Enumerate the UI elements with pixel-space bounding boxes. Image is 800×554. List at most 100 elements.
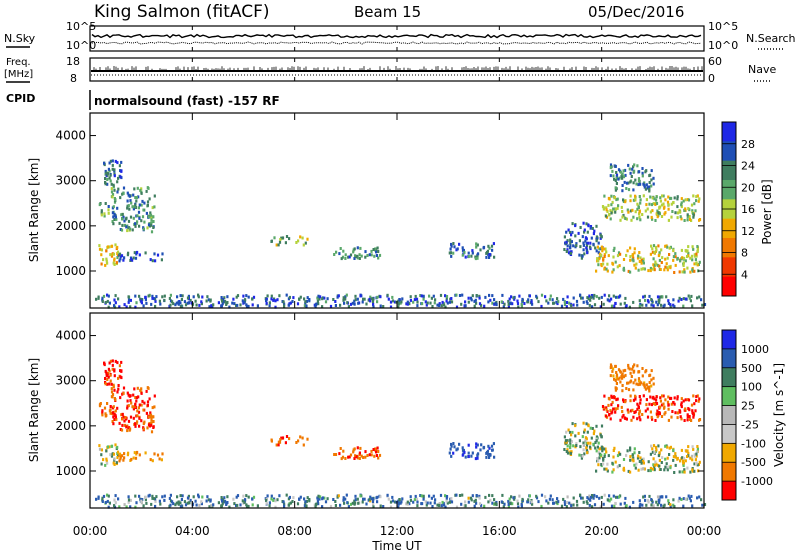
echo-cell-12 bbox=[528, 494, 531, 498]
echo-cell-11 bbox=[648, 181, 651, 184]
echo-cell-11 bbox=[622, 169, 625, 173]
echo-cell-12 bbox=[487, 300, 490, 304]
echo-cell-2 bbox=[129, 227, 132, 231]
echo-cell-8 bbox=[584, 439, 587, 443]
echo-cell-12 bbox=[101, 296, 104, 300]
echo-cell-2 bbox=[123, 423, 126, 427]
echo-cell-9 bbox=[673, 471, 676, 474]
echo-cell-12 bbox=[265, 501, 268, 505]
echo-cell-6 bbox=[368, 253, 371, 257]
echo-cell-6 bbox=[368, 453, 371, 457]
echo-cell-11 bbox=[619, 170, 622, 174]
echo-cell-12 bbox=[212, 503, 215, 507]
echo-cell-10 bbox=[636, 402, 639, 406]
echo-cell-12 bbox=[148, 293, 151, 297]
echo-cell-5 bbox=[297, 239, 300, 243]
echo-cell-12 bbox=[251, 497, 254, 501]
echo-cell-0 bbox=[116, 445, 119, 449]
echo-cell-12 bbox=[251, 503, 254, 507]
echo-cell-7 bbox=[467, 455, 470, 458]
echo-cell-0 bbox=[105, 257, 108, 261]
echo-cell-12 bbox=[638, 499, 641, 503]
echo-cell-8 bbox=[583, 430, 586, 434]
echo-cell-12 bbox=[491, 494, 494, 498]
echo-cell-12 bbox=[144, 295, 147, 299]
echo-cell-12 bbox=[703, 303, 707, 306]
echo-cell-10 bbox=[617, 404, 620, 408]
echo-cell-9 bbox=[600, 263, 603, 266]
echo-cell-2 bbox=[117, 387, 120, 391]
echo-cell-12 bbox=[576, 503, 579, 507]
echo-cell-12 bbox=[168, 297, 171, 300]
colorbar-segment bbox=[722, 330, 736, 350]
colorbar-tick-label: 28 bbox=[741, 138, 755, 151]
echo-cell-11 bbox=[615, 374, 618, 378]
echo-cell-12 bbox=[413, 298, 416, 302]
echo-cell-9 bbox=[660, 448, 663, 452]
echo-cell-11 bbox=[644, 187, 647, 191]
echo-cell-3 bbox=[113, 174, 116, 178]
echo-cell-12 bbox=[576, 303, 579, 307]
echo-cell-0 bbox=[98, 444, 101, 448]
echo-cell-8 bbox=[595, 224, 598, 228]
echo-cell-12 bbox=[113, 298, 116, 302]
echo-cell-8 bbox=[582, 441, 585, 445]
echo-cell-10 bbox=[671, 410, 674, 413]
echo-cell-12 bbox=[408, 302, 411, 306]
echo-cell-12 bbox=[608, 499, 611, 503]
echo-cell-0 bbox=[116, 456, 119, 459]
echo-cell-3 bbox=[105, 371, 108, 375]
echo-cell-12 bbox=[520, 302, 523, 306]
echo-cell-12 bbox=[154, 304, 157, 308]
echo-cell-11 bbox=[638, 370, 641, 374]
echo-cell-4 bbox=[161, 252, 164, 256]
echo-cell-9 bbox=[612, 249, 615, 252]
echo-cell-2 bbox=[143, 201, 146, 205]
echo-cell-12 bbox=[647, 300, 650, 304]
echo-cell-2 bbox=[112, 205, 115, 209]
echo-cell-6 bbox=[358, 257, 361, 260]
echo-cell-9 bbox=[598, 257, 601, 261]
echo-cell-2 bbox=[122, 215, 125, 219]
echo-cell-3 bbox=[109, 159, 112, 163]
echo-cell-2 bbox=[143, 220, 146, 224]
echo-cell-12 bbox=[354, 498, 357, 502]
echo-cell-2 bbox=[126, 429, 129, 433]
echo-cell-12 bbox=[412, 300, 415, 304]
echo-cell-10 bbox=[611, 395, 614, 399]
echo-cell-12 bbox=[278, 494, 281, 498]
echo-cell-9 bbox=[652, 463, 655, 467]
echo-cell-12 bbox=[661, 495, 664, 499]
echo-cell-12 bbox=[603, 493, 606, 497]
echo-cell-11 bbox=[627, 363, 630, 367]
echo-cell-12 bbox=[438, 304, 441, 307]
echo-cell-11 bbox=[611, 369, 614, 373]
echo-cell-2 bbox=[140, 419, 143, 423]
cpid-text: normalsound (fast) -157 RF bbox=[94, 94, 280, 108]
echo-cell-12 bbox=[183, 500, 186, 504]
echo-cell-1 bbox=[98, 404, 102, 408]
echo-cell-10 bbox=[672, 201, 675, 204]
echo-cell-12 bbox=[684, 497, 687, 501]
echo-cell-12 bbox=[510, 495, 513, 499]
echo-cell-12 bbox=[154, 504, 157, 508]
echo-cell-12 bbox=[484, 295, 487, 299]
echo-cell-11 bbox=[635, 182, 638, 186]
echo-cell-12 bbox=[682, 304, 685, 308]
echo-cell-11 bbox=[633, 163, 636, 167]
echo-cell-2 bbox=[135, 414, 138, 418]
echo-cell-5 bbox=[295, 241, 298, 244]
echo-cell-12 bbox=[489, 498, 492, 502]
echo-cell-12 bbox=[661, 295, 664, 299]
echo-cell-12 bbox=[298, 297, 301, 301]
echo-cell-11 bbox=[649, 173, 652, 177]
echo-cell-12 bbox=[179, 294, 182, 298]
echo-cell-3 bbox=[113, 368, 116, 372]
echo-cell-12 bbox=[221, 299, 224, 303]
echo-cell-8 bbox=[586, 241, 589, 245]
echo-cell-11 bbox=[641, 171, 644, 175]
echo-cell-9 bbox=[681, 470, 684, 474]
echo-cell-3 bbox=[111, 167, 114, 171]
echo-cell-9 bbox=[611, 461, 614, 465]
echo-cell-12 bbox=[478, 294, 481, 298]
